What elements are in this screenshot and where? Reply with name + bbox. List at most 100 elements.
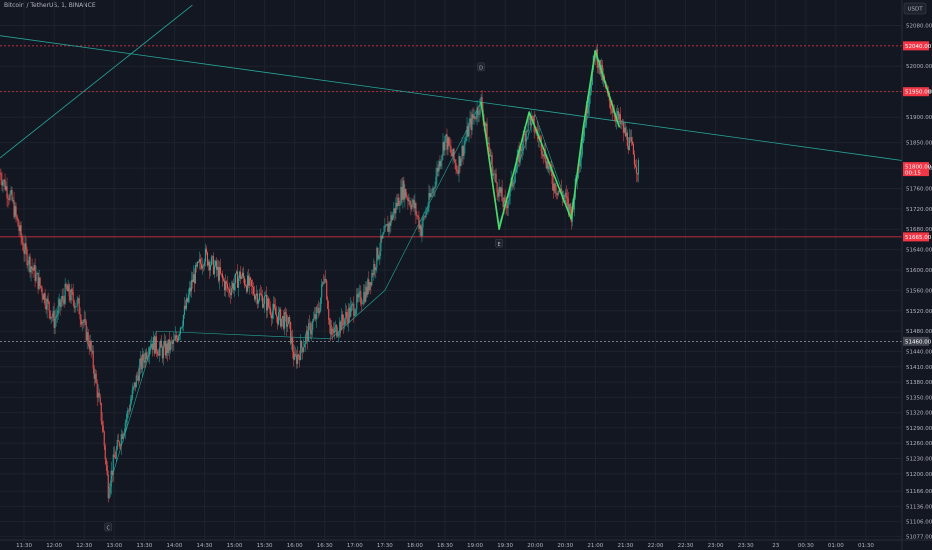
candle-body bbox=[396, 202, 398, 207]
candle-body bbox=[470, 118, 472, 131]
candle-body bbox=[211, 256, 214, 257]
time-axis[interactable]: 11:30 12:00 12:30 13:00 13:30 14:00 14:30 15:00… bbox=[0, 539, 932, 549]
trend-line-long-descending bbox=[0, 35, 903, 161]
candle-body bbox=[223, 280, 226, 291]
candle-body bbox=[609, 100, 611, 109]
candle-body bbox=[548, 166, 550, 170]
candle-body bbox=[499, 187, 501, 193]
candle-body bbox=[397, 197, 399, 207]
candle-body bbox=[321, 284, 323, 298]
candle-body bbox=[60, 302, 62, 307]
candle-body bbox=[633, 154, 635, 165]
candle-body bbox=[7, 197, 9, 199]
candle-body bbox=[51, 316, 53, 318]
candle-body bbox=[414, 203, 416, 209]
pattern-point-c: C bbox=[104, 522, 112, 532]
candle-body bbox=[556, 193, 558, 195]
candle-body bbox=[222, 278, 225, 281]
time-tick-label: 19:00 bbox=[467, 543, 483, 549]
candle-body bbox=[149, 346, 151, 349]
price-tick-label: 51600.00 bbox=[906, 268, 932, 274]
candle-body bbox=[201, 265, 203, 269]
price-axis[interactable]: 52080.00 52000.00 51950.00 51900.00 51850.00… bbox=[901, 0, 932, 550]
time-tick-label: 23:00 bbox=[708, 543, 724, 549]
candle-body bbox=[474, 116, 476, 119]
price-tick-label: 51900.00 bbox=[906, 115, 932, 121]
candle-body bbox=[428, 193, 430, 208]
candle-body bbox=[485, 123, 487, 127]
candle-body bbox=[17, 218, 19, 227]
candle-body bbox=[463, 144, 465, 157]
candle-body bbox=[402, 180, 404, 200]
candle-body bbox=[48, 301, 50, 311]
candle-body bbox=[447, 137, 449, 150]
candle-body bbox=[242, 272, 245, 279]
candle-body bbox=[102, 425, 104, 432]
candle-body bbox=[296, 355, 298, 364]
candle-body bbox=[16, 215, 18, 219]
candle-body bbox=[287, 324, 289, 327]
candle-body bbox=[387, 224, 389, 232]
time-tick-label: 23:30 bbox=[738, 543, 754, 549]
candle-body bbox=[307, 330, 309, 342]
candle-body bbox=[97, 392, 99, 398]
candle-body bbox=[43, 293, 45, 300]
candle-body bbox=[423, 216, 425, 218]
candle-body bbox=[14, 206, 16, 218]
candle-body bbox=[248, 275, 250, 286]
candle-body bbox=[494, 173, 496, 175]
candle-body bbox=[462, 146, 464, 157]
candle-body bbox=[13, 200, 15, 218]
candle-body bbox=[471, 114, 473, 131]
candle-body bbox=[207, 261, 210, 266]
candle-body bbox=[21, 237, 23, 243]
time-tick-label: 21:30 bbox=[617, 543, 633, 549]
candle-body bbox=[276, 314, 278, 317]
candle-body bbox=[373, 264, 375, 275]
candle-body bbox=[491, 155, 493, 176]
time-tick-label: 14:30 bbox=[197, 543, 213, 549]
candle-body bbox=[518, 150, 520, 163]
candle-body bbox=[22, 242, 24, 251]
candle-body bbox=[83, 318, 85, 323]
candle-body bbox=[417, 215, 419, 217]
candle-body bbox=[52, 310, 54, 317]
candle-body bbox=[204, 248, 207, 262]
candle-body bbox=[616, 111, 618, 115]
candle-body bbox=[551, 172, 553, 184]
candle-body bbox=[81, 322, 83, 325]
candle-body bbox=[175, 335, 177, 339]
current-price-label: 51800.00 bbox=[905, 165, 932, 171]
candle-body bbox=[508, 195, 510, 202]
candle-body bbox=[399, 204, 401, 206]
time-tick-label: 16:30 bbox=[317, 543, 333, 549]
candle-body bbox=[366, 286, 368, 295]
candle-body bbox=[542, 154, 544, 157]
time-tick-label: 01:00 bbox=[828, 543, 844, 549]
candle-body bbox=[255, 295, 257, 300]
candle-body bbox=[522, 134, 524, 150]
candle-body bbox=[142, 354, 144, 361]
candle-body bbox=[305, 335, 307, 345]
candle-body bbox=[504, 197, 506, 203]
candle-body bbox=[169, 341, 171, 351]
harmonic-pattern bbox=[480, 50, 621, 231]
candle-body bbox=[346, 312, 348, 317]
candle-body bbox=[35, 273, 37, 281]
candle-body bbox=[310, 323, 312, 335]
candle-body bbox=[401, 186, 403, 200]
candle-body bbox=[393, 208, 395, 215]
candle-body bbox=[236, 271, 239, 288]
candle-body bbox=[378, 256, 380, 259]
candle-body bbox=[364, 292, 366, 302]
candle-body bbox=[370, 282, 372, 286]
price-tick-label: 51480.00 bbox=[906, 329, 932, 335]
candle-body bbox=[241, 272, 244, 277]
candle-body bbox=[336, 325, 338, 337]
candle-body bbox=[66, 287, 68, 292]
candle-body bbox=[466, 126, 468, 138]
candle-body bbox=[12, 200, 14, 201]
candle-body bbox=[56, 314, 58, 317]
candle-body bbox=[111, 470, 113, 475]
